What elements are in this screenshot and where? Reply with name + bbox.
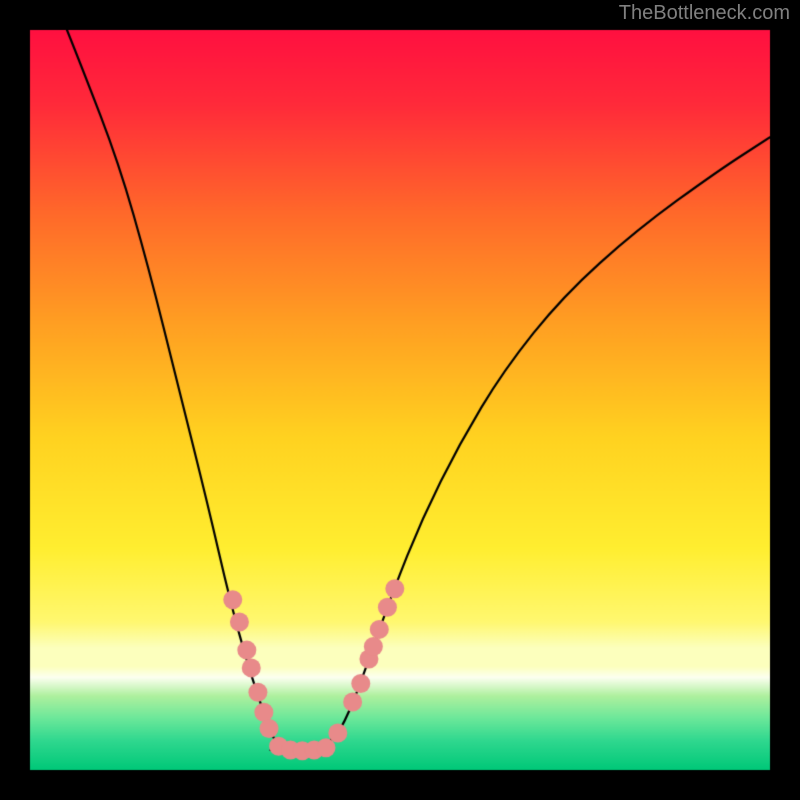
bottleneck-chart: [0, 0, 800, 800]
watermark-text: TheBottleneck.com: [619, 2, 790, 25]
